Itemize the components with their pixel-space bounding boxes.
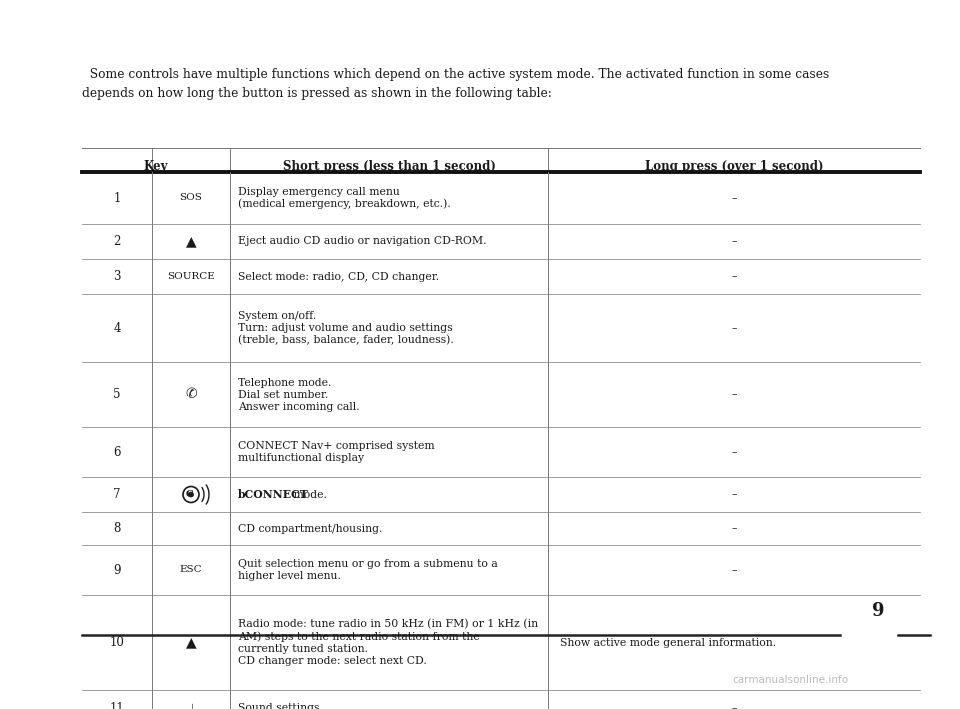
Text: Radio mode: tune radio in 50 kHz (in FM) or 1 kHz (in: Radio mode: tune radio in 50 kHz (in FM)… xyxy=(238,620,539,630)
Text: 11: 11 xyxy=(109,701,125,709)
Text: Telephone mode.: Telephone mode. xyxy=(238,377,331,388)
Text: –: – xyxy=(732,447,736,457)
Text: –: – xyxy=(732,389,736,399)
Text: ✆: ✆ xyxy=(185,388,197,401)
Text: Dial set number.: Dial set number. xyxy=(238,389,328,399)
Text: currently tuned station.: currently tuned station. xyxy=(238,644,368,654)
Text: Quit selection menu or go from a submenu to a: Quit selection menu or go from a submenu… xyxy=(238,559,497,569)
Text: System on/off.: System on/off. xyxy=(238,311,316,321)
Text: mode.: mode. xyxy=(290,489,326,500)
Text: –: – xyxy=(732,703,736,709)
Text: multifunctional display: multifunctional display xyxy=(238,453,364,463)
Circle shape xyxy=(188,492,194,497)
Text: Select mode: radio, CD, CD changer.: Select mode: radio, CD, CD changer. xyxy=(238,272,439,281)
Text: ♩: ♩ xyxy=(188,703,194,709)
Text: ▲: ▲ xyxy=(185,635,196,649)
Text: Some controls have multiple functions which depend on the active system mode. Th: Some controls have multiple functions wh… xyxy=(82,68,829,100)
Text: Key: Key xyxy=(144,160,168,173)
Text: ESC: ESC xyxy=(180,566,203,574)
Text: carmanualsonline.info: carmanualsonline.info xyxy=(732,675,848,685)
Text: bCONNECT: bCONNECT xyxy=(238,489,309,500)
Text: 9: 9 xyxy=(872,602,884,620)
Text: CONNECT Nav+ comprised system: CONNECT Nav+ comprised system xyxy=(238,441,435,451)
Text: –: – xyxy=(732,489,736,500)
Text: 8: 8 xyxy=(113,522,121,535)
Text: 9: 9 xyxy=(113,564,121,576)
Text: Turn: adjust volume and audio settings: Turn: adjust volume and audio settings xyxy=(238,323,452,333)
Text: C: C xyxy=(186,490,194,499)
Text: Eject audio CD audio or navigation CD-ROM.: Eject audio CD audio or navigation CD-RO… xyxy=(238,237,487,247)
Text: –: – xyxy=(732,523,736,533)
Text: 5: 5 xyxy=(113,388,121,401)
Text: ▲: ▲ xyxy=(185,235,196,248)
Text: –: – xyxy=(732,272,736,281)
Text: 2: 2 xyxy=(113,235,121,248)
Text: CD compartment/housing.: CD compartment/housing. xyxy=(238,523,382,533)
Text: (medical emergency, breakdown, etc.).: (medical emergency, breakdown, etc.). xyxy=(238,199,451,209)
Text: SOURCE: SOURCE xyxy=(167,272,215,281)
Text: –: – xyxy=(732,323,736,333)
Text: Answer incoming call.: Answer incoming call. xyxy=(238,401,360,411)
Text: 10: 10 xyxy=(109,636,125,649)
Text: –: – xyxy=(732,237,736,247)
Text: Long press (over 1 second): Long press (over 1 second) xyxy=(645,160,824,173)
Text: Sound settings.: Sound settings. xyxy=(238,703,323,709)
Text: Short press (less than 1 second): Short press (less than 1 second) xyxy=(282,160,495,173)
Text: (treble, bass, balance, fader, loudness).: (treble, bass, balance, fader, loudness)… xyxy=(238,335,454,345)
Text: 3: 3 xyxy=(113,270,121,283)
Text: SOS: SOS xyxy=(180,194,203,203)
Text: higher level menu.: higher level menu. xyxy=(238,571,341,581)
Text: 7: 7 xyxy=(113,488,121,501)
Text: 1: 1 xyxy=(113,191,121,204)
Text: –: – xyxy=(732,193,736,203)
Text: –: – xyxy=(732,565,736,575)
Text: AM) steps to the next radio station from the: AM) steps to the next radio station from… xyxy=(238,631,480,642)
Text: Display emergency call menu: Display emergency call menu xyxy=(238,187,400,197)
Text: Show active mode general information.: Show active mode general information. xyxy=(560,637,776,647)
Text: 6: 6 xyxy=(113,445,121,459)
Text: CD changer mode: select next CD.: CD changer mode: select next CD. xyxy=(238,656,427,666)
Text: 4: 4 xyxy=(113,321,121,335)
